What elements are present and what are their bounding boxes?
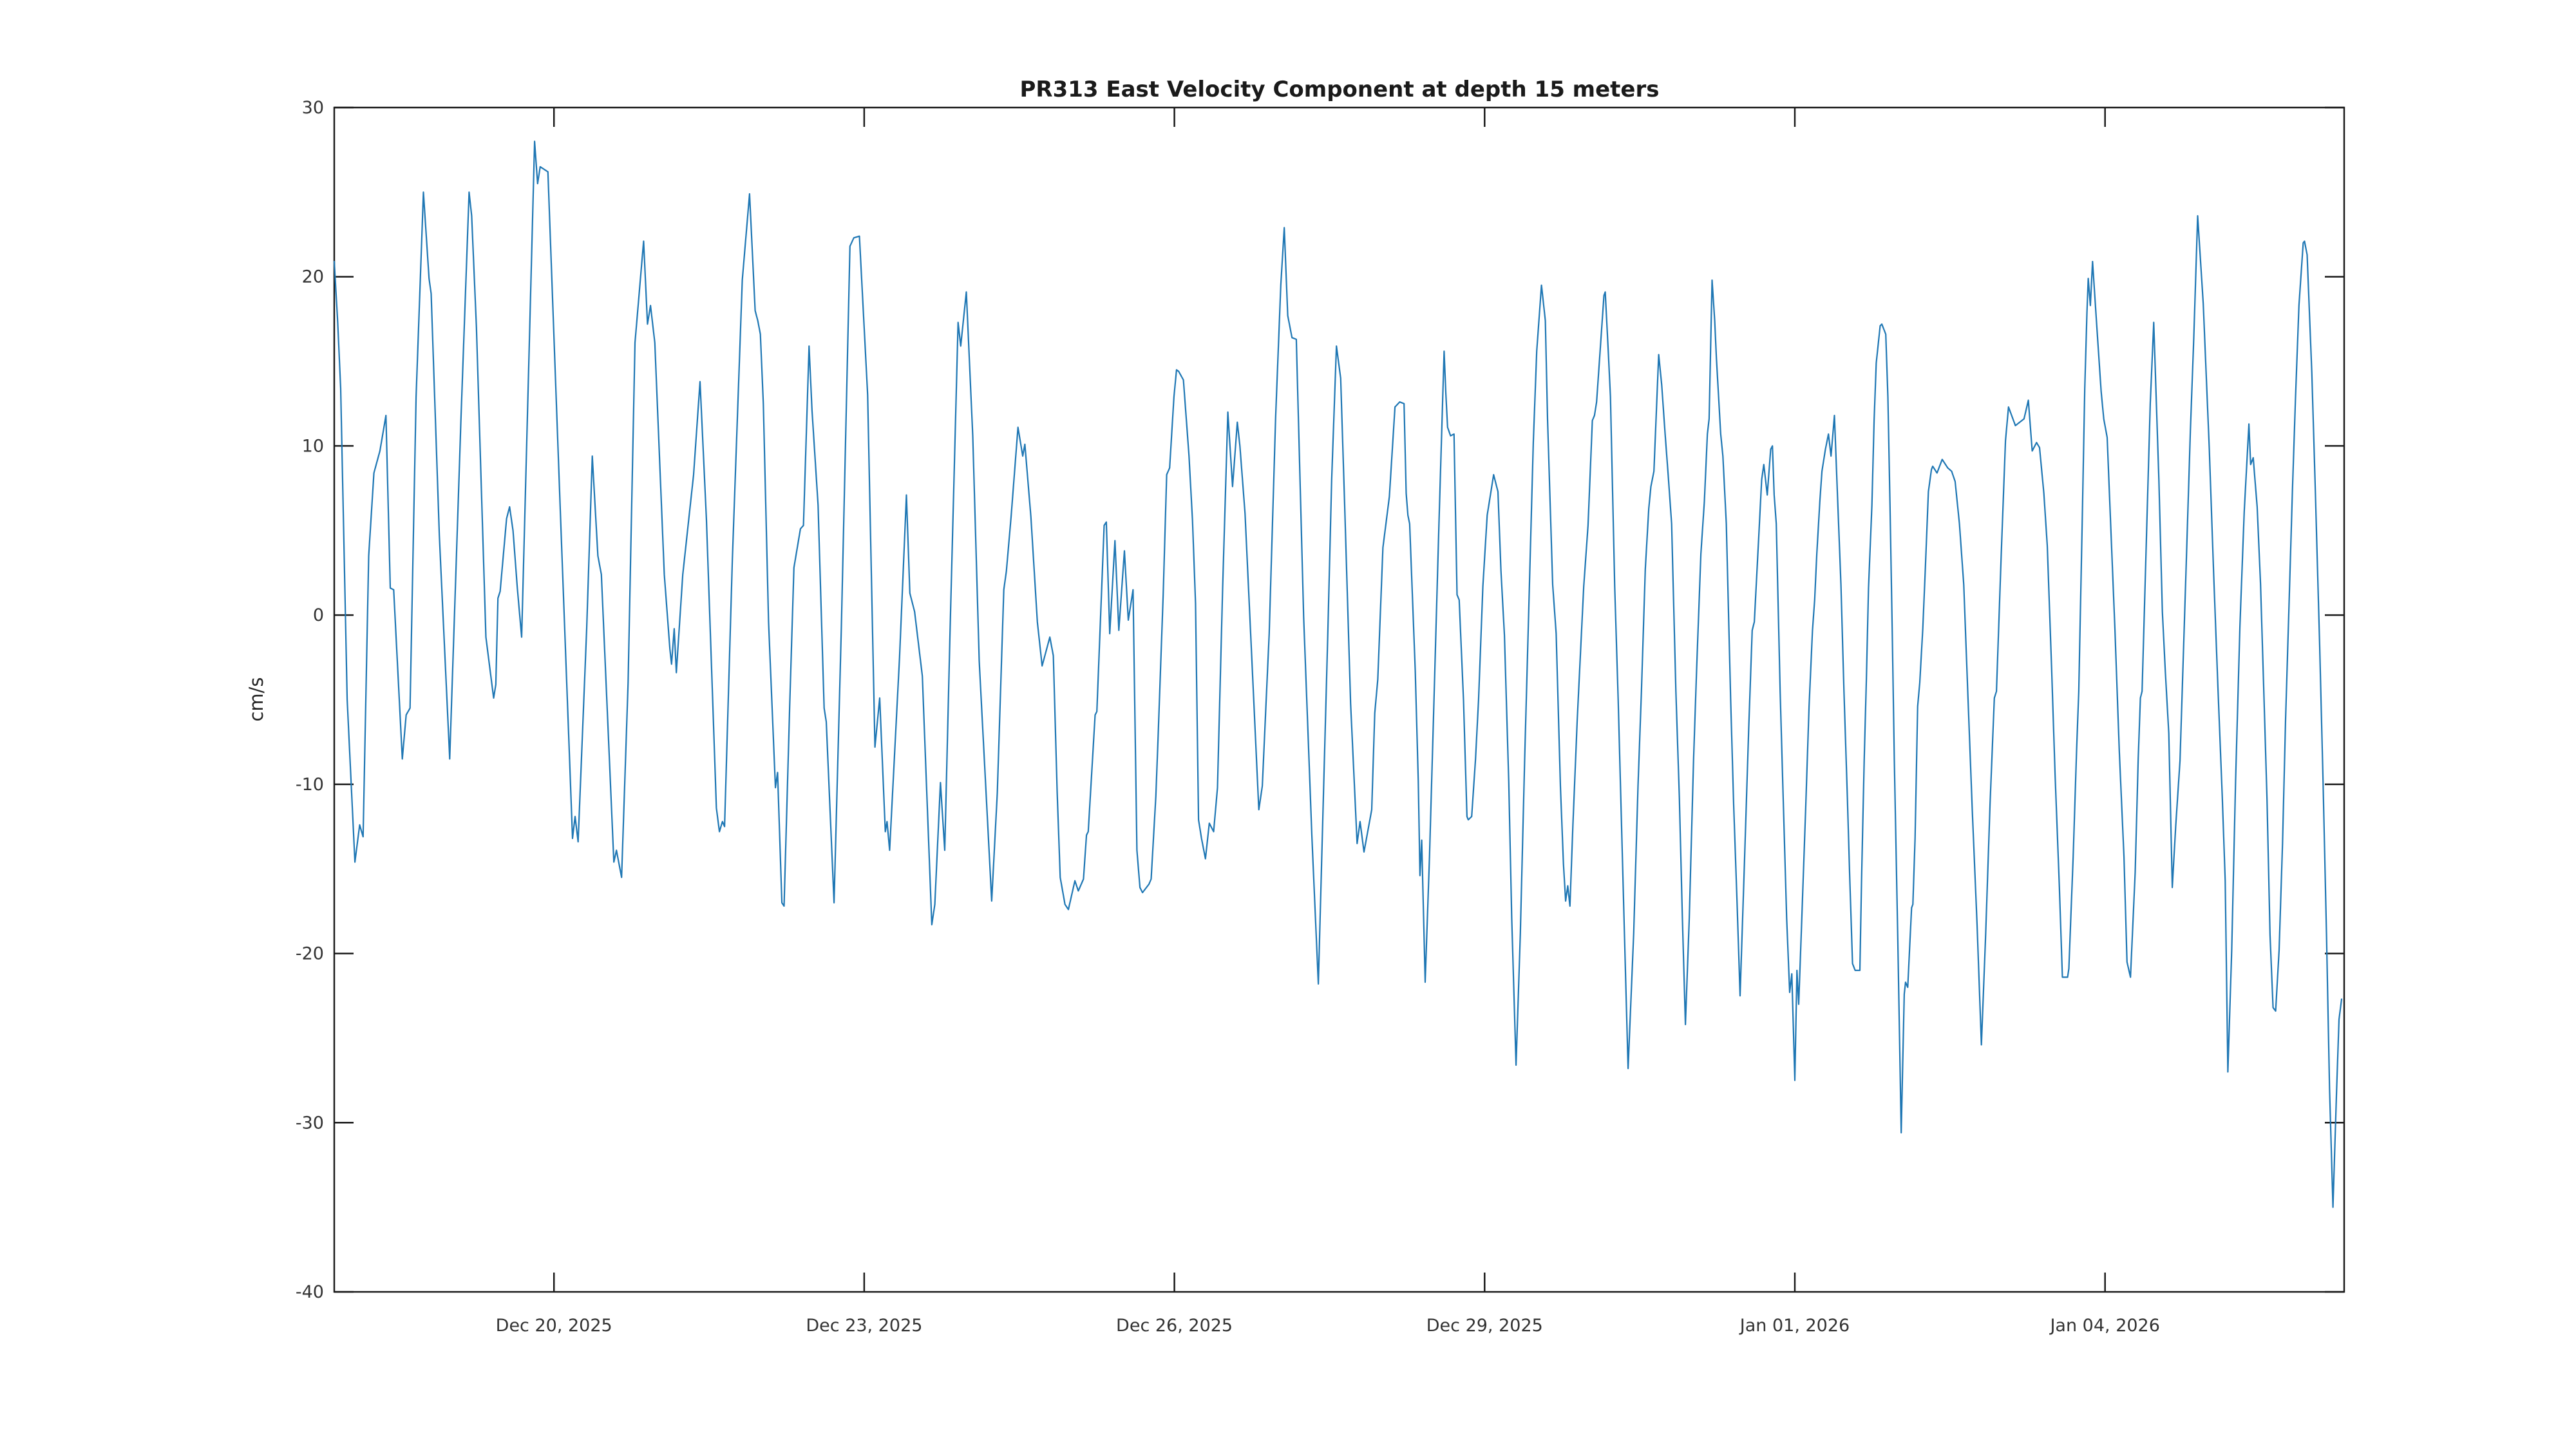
data-layer [333, 140, 2343, 1208]
y-tick-label: -40 [296, 1282, 324, 1302]
x-tick-label: Dec 29, 2025 [1426, 1316, 1543, 1336]
y-axis-label: cm/s [245, 677, 267, 721]
x-tick-label: Dec 20, 2025 [496, 1316, 612, 1336]
velocity-line [333, 140, 2343, 1208]
y-tick-label: -20 [296, 944, 324, 964]
y-tick-label: 20 [302, 267, 324, 287]
axes-layer: 30 20 10 0 -10 -20 -30 -40 Dec 20, 2025 Dec 23, 2… [296, 98, 2345, 1336]
plot-border [333, 106, 2345, 1293]
x-tick-label: Dec 23, 2025 [806, 1316, 922, 1336]
y-tick-label: 30 [302, 98, 324, 118]
chart-title: PR313 East Velocity Component at depth 1… [1019, 77, 1659, 102]
x-tick-label: Jan 04, 2026 [2049, 1316, 2159, 1336]
y-tick-label: 0 [313, 605, 324, 625]
y-tick-label: -10 [296, 775, 324, 795]
x-tick-label: Jan 01, 2026 [1739, 1316, 1850, 1336]
y-tick-label: -30 [296, 1113, 324, 1133]
x-tick-label: Dec 26, 2025 [1116, 1316, 1233, 1336]
y-tick-label: 10 [302, 436, 324, 456]
